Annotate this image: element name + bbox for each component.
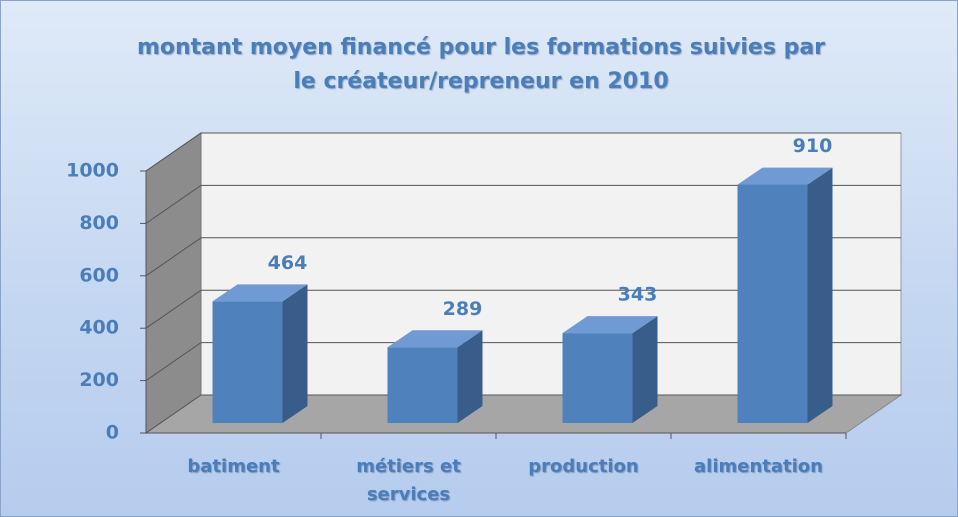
- y-tick-label: 600: [79, 264, 119, 286]
- grid-line: [145, 184, 901, 224]
- x-tick-label: alimentation: [694, 456, 823, 477]
- value-label: 464: [268, 252, 308, 274]
- chart-title: montant moyen financé pour les formation…: [136, 35, 826, 94]
- bar-top: [387, 330, 483, 348]
- y-tick-label: 400: [79, 317, 119, 339]
- grid-line: [145, 394, 901, 434]
- bar-side: [807, 167, 833, 423]
- value-label: 910: [793, 135, 833, 157]
- grid-line: [145, 237, 901, 277]
- bar: [562, 333, 633, 423]
- y-tick-label: 0: [106, 422, 119, 444]
- side-wall: [145, 132, 202, 434]
- grid-line: [145, 342, 901, 382]
- grid-line: [145, 289, 901, 329]
- bar-side: [632, 316, 658, 423]
- bar-side: [282, 284, 308, 423]
- x-tick-label: batiment: [187, 456, 280, 477]
- x-tick-label: métiers et services: [356, 456, 461, 505]
- y-tick-label: 800: [79, 212, 119, 234]
- x-tick-label: production: [528, 456, 639, 477]
- bar: [212, 301, 283, 423]
- bar-side: [457, 330, 483, 423]
- bar: [737, 184, 808, 423]
- grid-line: [145, 132, 901, 172]
- bar-top: [562, 316, 658, 334]
- bar: [387, 347, 458, 423]
- value-label: 289: [443, 298, 483, 320]
- value-label: 343: [618, 284, 658, 306]
- y-tick-label: 200: [79, 369, 119, 391]
- y-tick-label: 1000: [66, 160, 119, 182]
- bar-top: [737, 167, 833, 185]
- bar-top: [212, 284, 308, 302]
